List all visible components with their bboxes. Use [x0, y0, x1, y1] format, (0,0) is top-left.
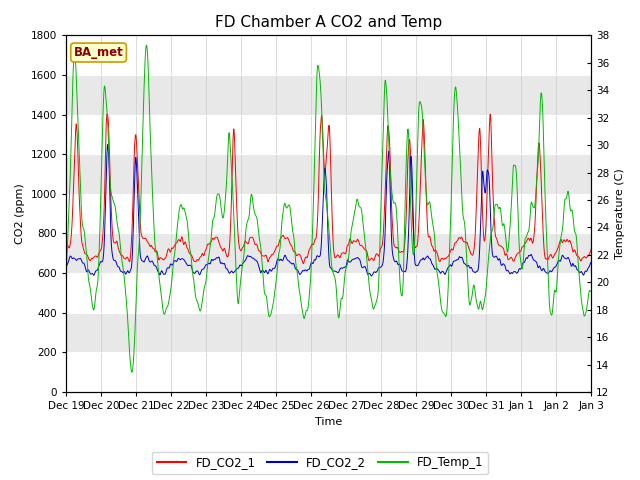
Bar: [66, 194, 591, 233]
Legend: FD_CO2_1, FD_CO2_2, FD_Temp_1: FD_CO2_1, FD_CO2_2, FD_Temp_1: [152, 452, 488, 474]
Bar: [66, 233, 591, 273]
Bar: [66, 154, 591, 194]
Bar: [66, 75, 591, 115]
X-axis label: Time: Time: [315, 417, 342, 427]
Bar: [66, 36, 591, 75]
Title: FD Chamber A CO2 and Temp: FD Chamber A CO2 and Temp: [215, 15, 442, 30]
Y-axis label: CO2 (ppm): CO2 (ppm): [15, 183, 25, 244]
Bar: [66, 352, 591, 392]
Bar: [66, 273, 591, 313]
Bar: [66, 115, 591, 154]
Text: BA_met: BA_met: [74, 46, 124, 59]
Bar: [66, 313, 591, 352]
Y-axis label: Temperature (C): Temperature (C): [615, 168, 625, 259]
